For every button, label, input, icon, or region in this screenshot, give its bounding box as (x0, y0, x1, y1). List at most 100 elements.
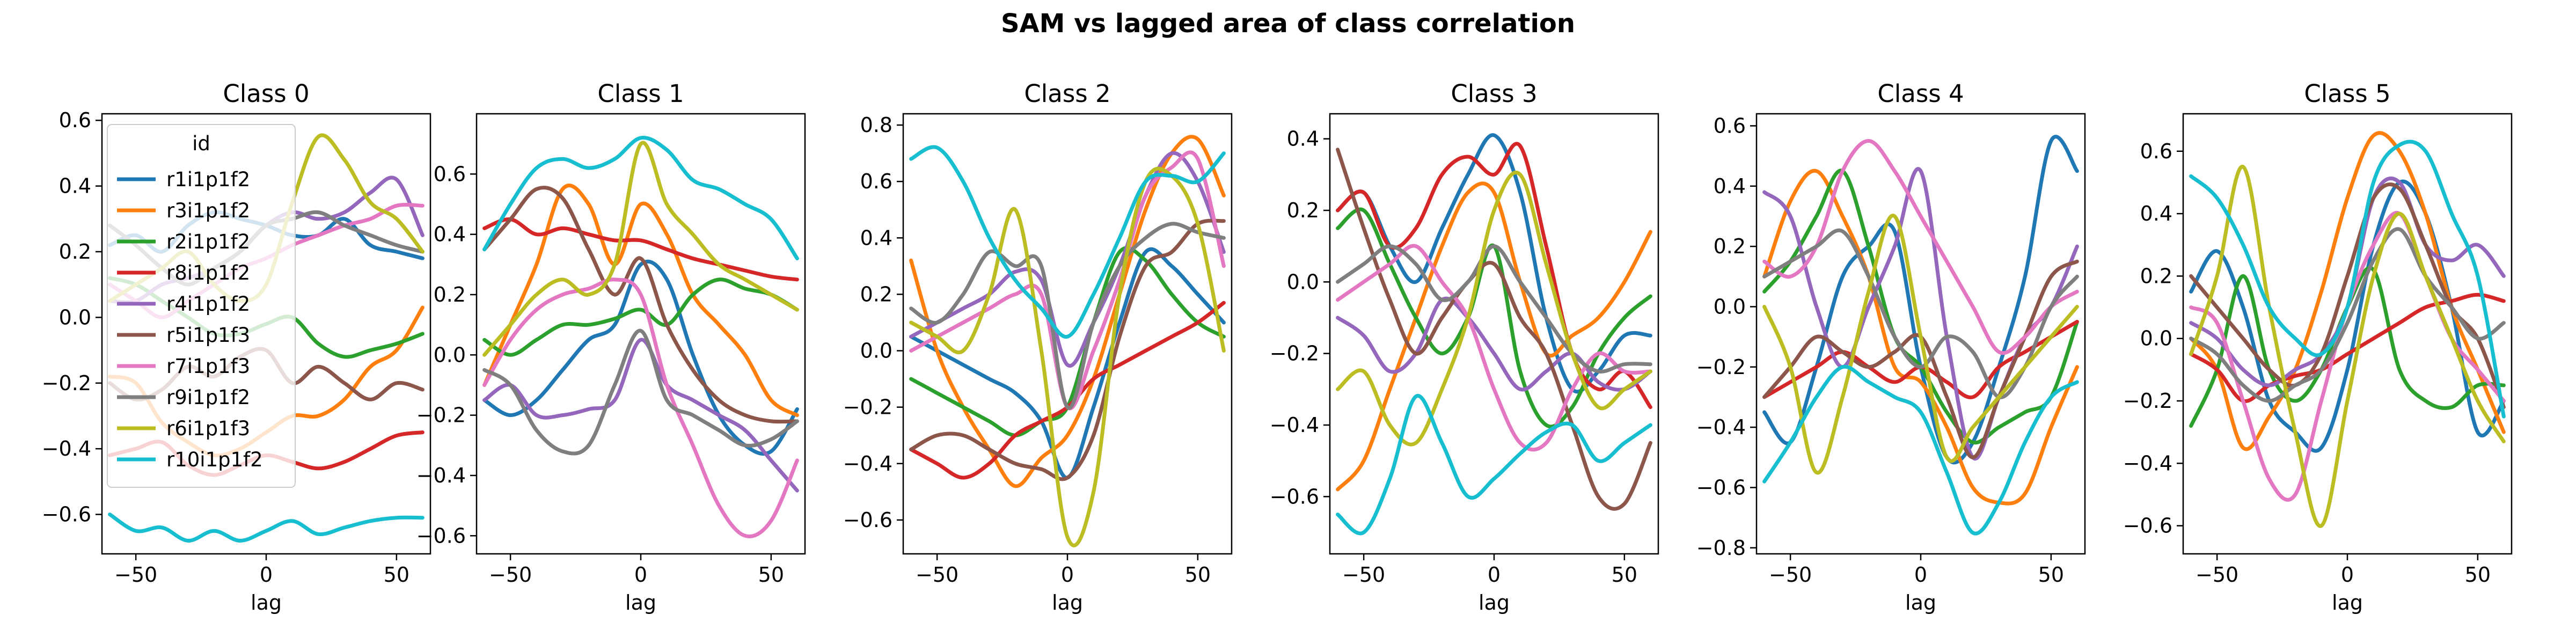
panel-title: Class 1 (597, 79, 684, 108)
legend: id r1i1p1f2 r3i1p1f2 r2i1p1f2 r8i1p1f2 r4i1p1… (107, 124, 296, 488)
y-tick-label: −0.6 (843, 508, 892, 532)
y-tick-label: −0.2 (1696, 355, 1746, 379)
series-line-r3i1p1f2 (1762, 169, 2079, 506)
panel-class-4: −50 0 50 −0.8 −0.6 −0.4 −0.2 0.0 0.2 0.4 0.6 Class … (1696, 79, 2086, 614)
series-line-r7i1p1f3 (909, 150, 1226, 411)
y-tick-label: 0.4 (860, 226, 892, 250)
panel-title: Class 2 (1024, 79, 1110, 108)
y-tick-label: 0.6 (1714, 114, 1746, 137)
series-line-r6i1p1f3 (2189, 165, 2506, 528)
y-tick-label: 0.2 (1287, 199, 1319, 222)
series-line-r10i1p1f2 (2189, 140, 2506, 419)
series-line-r3i1p1f2 (1336, 181, 1652, 492)
y-tick-label: −0.4 (1270, 413, 1319, 437)
y-tick-label: 0.4 (434, 223, 466, 246)
series-line-r6i1p1f3 (1336, 170, 1652, 447)
panel-class-3: −50 0 50 −0.6 −0.4 −0.2 0.0 0.2 0.4 Class 3 lag (1270, 79, 1659, 614)
series-line-r5i1p1f3 (909, 218, 1226, 481)
x-tick-label: 50 (2038, 563, 2064, 587)
series-lines (482, 136, 799, 538)
legend-title: id (192, 132, 210, 155)
x-tick-label: −50 (1769, 563, 1812, 587)
legend-entry: r5i1p1f3 (166, 324, 250, 347)
series-lines (909, 135, 1226, 547)
x-axis-label: lag (251, 591, 282, 614)
x-axis-label: lag (625, 591, 656, 614)
x-tick-label: −50 (1342, 563, 1385, 587)
series-line-r1i1p1f2 (1762, 135, 2079, 465)
series-line-r7i1p1f3 (1336, 244, 1652, 452)
y-tick-label: −0.8 (1696, 536, 1746, 560)
y-tick-label: 0.0 (1714, 295, 1746, 318)
panel-class-2: −50 0 50 −0.6 −0.4 −0.2 0.0 0.2 0.4 0.6 0.8 Class 2… (843, 79, 1233, 614)
panel-class-1: −50 0 50 −0.6 −0.4 −0.2 0.0 0.2 0.4 0.6 Class 1 lag (416, 79, 806, 614)
series-line-r2i1p1f2 (482, 277, 799, 357)
y-tick-label: 0.0 (59, 305, 91, 329)
series-line-r6i1p1f3 (482, 141, 799, 357)
series-line-r9i1p1f2 (1336, 244, 1652, 374)
y-tick-label: −0.4 (416, 464, 466, 487)
x-tick-label: 0 (1914, 563, 1927, 587)
legend-entry: r9i1p1f2 (166, 386, 250, 409)
y-tick-label: −0.2 (42, 371, 91, 395)
legend-entry: r3i1p1f2 (166, 199, 250, 222)
x-tick-label: −50 (2196, 563, 2238, 587)
y-tick-label: −0.4 (2123, 451, 2172, 475)
y-tick-label: 0.6 (59, 108, 91, 132)
legend-entry: r6i1p1f3 (166, 417, 250, 440)
series-line-r9i1p1f2 (2189, 227, 2506, 403)
legend-entry: r8i1p1f2 (166, 261, 250, 284)
y-tick-label: −0.2 (1270, 342, 1319, 365)
x-tick-label: 0 (1061, 563, 1074, 587)
legend-entry: r2i1p1f2 (166, 230, 250, 253)
panel-class-5: −50 0 50 −0.6 −0.4 −0.2 0.0 0.2 0.4 0.6 Class 5 lag (2123, 79, 2513, 614)
y-tick-label: −0.6 (1270, 485, 1319, 508)
series-lines (1336, 133, 1652, 536)
x-tick-label: 0 (2341, 563, 2354, 587)
y-tick-label: 0.2 (434, 283, 466, 306)
x-tick-label: 50 (758, 563, 784, 587)
x-axis-label: lag (1905, 591, 1936, 614)
y-tick-label: 0.4 (2140, 202, 2172, 225)
series-line-r7i1p1f3 (1762, 139, 2079, 355)
y-tick-label: −0.6 (1696, 475, 1746, 499)
series-line-r9i1p1f2 (909, 222, 1226, 410)
legend-entry: r1i1p1f2 (166, 168, 250, 191)
series-line-r10i1p1f2 (108, 513, 425, 543)
y-tick-label: −0.6 (42, 503, 91, 526)
series-line-r4i1p1f2 (482, 338, 799, 493)
x-tick-label: 0 (1488, 563, 1501, 587)
x-tick-label: 50 (384, 563, 409, 587)
y-tick-label: 0.6 (860, 170, 892, 193)
legend-entry: r10i1p1f2 (166, 448, 263, 471)
y-tick-label: 0.0 (434, 343, 466, 367)
y-tick-label: −0.4 (1696, 415, 1746, 439)
series-line-r4i1p1f2 (1336, 296, 1652, 392)
panel-title: Class 3 (1451, 79, 1537, 108)
y-tick-label: 0.0 (2140, 327, 2172, 350)
x-axis-label: lag (1052, 591, 1083, 614)
series-line-r1i1p1f2 (909, 247, 1226, 480)
series-line-r1i1p1f2 (2189, 179, 2506, 453)
y-tick-label: 0.2 (59, 240, 91, 264)
x-tick-label: −50 (489, 563, 532, 587)
x-tick-label: 0 (634, 563, 647, 587)
series-line-r2i1p1f2 (1762, 169, 2079, 445)
x-tick-label: 0 (260, 563, 273, 587)
series-line-r5i1p1f3 (482, 186, 799, 424)
y-tick-label: 0.6 (434, 162, 466, 186)
series-line-r10i1p1f2 (909, 145, 1226, 339)
series-line-r3i1p1f2 (909, 135, 1226, 488)
series-line-r6i1p1f3 (1762, 214, 2079, 475)
y-tick-label: 0.4 (1287, 127, 1319, 151)
series-line-r4i1p1f2 (909, 151, 1226, 368)
y-tick-label: −0.6 (2123, 514, 2172, 538)
series-line-r5i1p1f3 (1336, 148, 1652, 511)
y-tick-label: −0.2 (843, 396, 892, 419)
series-lines (2189, 131, 2506, 528)
series-lines (1762, 135, 2079, 536)
y-tick-label: 0.2 (860, 282, 892, 306)
x-tick-label: 50 (2465, 563, 2491, 587)
